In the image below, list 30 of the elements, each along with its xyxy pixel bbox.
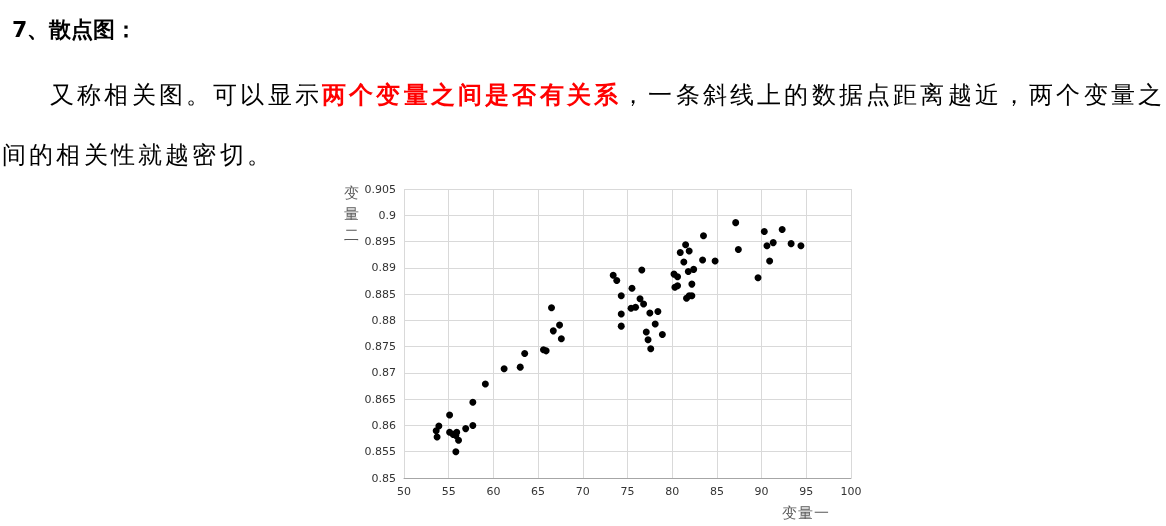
y-tick-label: 0.87 xyxy=(371,366,396,380)
x-tick-label: 80 xyxy=(665,485,680,498)
y-tick-label: 0.895 xyxy=(364,235,396,249)
text: 两个变量之间是否有关系 xyxy=(322,81,622,109)
x-tick-label: 65 xyxy=(531,485,546,498)
y-tick-label: 0.9 xyxy=(378,208,396,222)
y-tick-label: 0.905 xyxy=(364,182,396,196)
y-tick-label: 0.865 xyxy=(364,392,396,406)
x-tick-label: 75 xyxy=(620,485,635,498)
y-tick-label: 0.88 xyxy=(371,313,396,327)
x-axis-title: 变量一 xyxy=(782,503,830,523)
x-tick-label: 60 xyxy=(486,485,501,498)
x-tick-label: 55 xyxy=(441,485,456,498)
y-tick-label: 0.885 xyxy=(364,287,396,301)
y-tick-label: 0.85 xyxy=(371,471,396,485)
y-tick-label: 0.875 xyxy=(364,340,396,354)
x-tick-label: 50 xyxy=(397,485,411,498)
text: 间的相关性就越密切。 xyxy=(2,141,274,169)
y-tick-label: 0.855 xyxy=(364,445,396,459)
y-axis-title: 变量二 xyxy=(342,183,360,246)
y-tick-label: 0.86 xyxy=(371,418,396,432)
x-tick-label: 90 xyxy=(754,485,769,498)
text: ，一条斜线上的数据点距离越近，两个变量之 xyxy=(621,81,1166,109)
x-tick-label: 100 xyxy=(840,485,862,498)
y-tick-label: 0.89 xyxy=(371,261,396,275)
x-tick-label: 70 xyxy=(575,485,590,498)
text: 又称相关图。可以显示 xyxy=(50,81,322,109)
x-tick-label: 85 xyxy=(709,485,724,498)
x-tick-label: 95 xyxy=(799,485,814,498)
text: 7、散点图： xyxy=(12,16,138,44)
